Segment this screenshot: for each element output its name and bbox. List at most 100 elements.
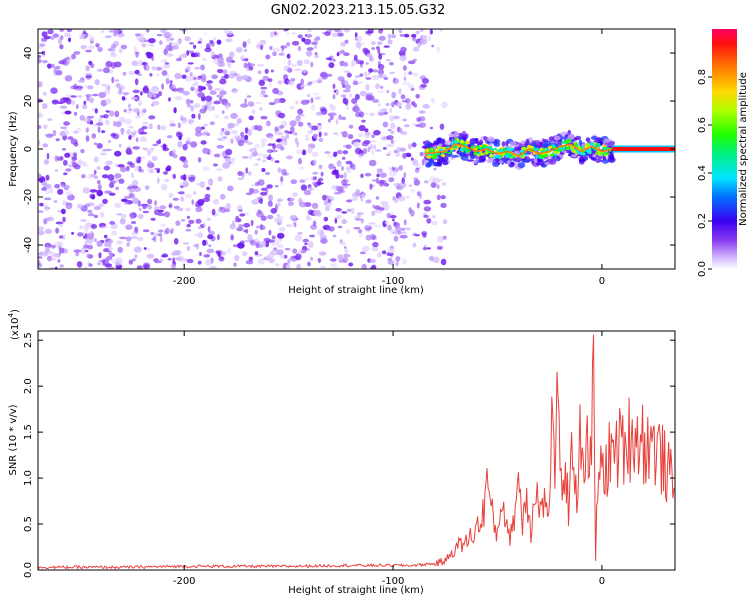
heatmap-noise-blob: [265, 171, 271, 176]
heatmap-noise-blob: [390, 122, 396, 130]
heatmap-noise-blob: [159, 235, 163, 243]
heatmap-noise-blob: [307, 147, 313, 154]
heatmap-noise-blob: [298, 166, 305, 170]
heatmap-signal-halo: [508, 158, 515, 161]
heatmap-noise-blob: [363, 112, 369, 115]
heatmap-noise-blob: [168, 97, 171, 102]
heatmap-noise-blob: [197, 232, 204, 239]
heatmap-noise-blob: [315, 111, 324, 116]
heatmap-noise-blob: [133, 246, 142, 253]
heatmap-noise-blob: [334, 217, 338, 224]
heatmap-noise-blob: [359, 232, 363, 238]
heatmap-noise-blob: [125, 236, 132, 242]
heatmap-signal-halo: [463, 153, 470, 157]
heatmap-noise-blob: [118, 178, 125, 184]
heatmap-noise-blob: [56, 244, 64, 247]
heatmap-noise-blob: [54, 169, 58, 173]
heatmap-noise-blob: [355, 35, 363, 43]
heatmap-signal-halo: [531, 160, 535, 165]
snr-y-tick-label: 1.0: [23, 470, 34, 486]
heatmap-noise-blob: [70, 138, 78, 145]
heatmap-noise-blob: [49, 258, 57, 261]
heatmap-noise-blob: [387, 128, 392, 132]
heatmap-noise-blob: [263, 94, 269, 98]
heatmap-noise-blob: [258, 79, 265, 86]
heatmap-noise-blob: [59, 44, 64, 50]
heatmap-signal-core: [459, 139, 465, 144]
heatmap-noise-blob: [346, 208, 352, 212]
heatmap-noise-blob: [337, 76, 345, 82]
heatmap-noise-blob: [234, 122, 240, 127]
heatmap-noise-blob: [260, 138, 268, 143]
heatmap-noise-blob: [185, 76, 193, 82]
heatmap-noise-blob: [290, 197, 295, 202]
heatmap-noise-blob: [228, 63, 232, 69]
heatmap-noise-blob: [85, 239, 93, 243]
heatmap-noise-blob: [387, 258, 393, 261]
heatmap-noise-blob: [395, 146, 402, 153]
heatmap-noise-blob: [96, 122, 104, 126]
heatmap-noise-blob: [55, 70, 63, 76]
heatmap-signal-core: [454, 148, 459, 150]
heatmap-noise-blob: [176, 207, 184, 212]
heatmap-noise-blob: [372, 74, 379, 81]
heatmap-noise-blob: [296, 149, 303, 155]
heatmap-noise-blob: [107, 174, 115, 181]
heatmap-noise-blob: [254, 251, 259, 256]
heatmap-noise-blob: [109, 180, 117, 184]
heatmap-noise-blob: [148, 115, 156, 120]
heatmap-noise-blob: [249, 187, 254, 194]
heatmap-noise-blob: [401, 227, 406, 231]
heatmap-noise-blob: [375, 83, 380, 90]
heatmap-noise-blob: [156, 140, 161, 145]
heatmap-signal-halo: [595, 158, 601, 164]
heatmap-noise-blob: [119, 236, 127, 240]
heatmap-noise-blob: [38, 81, 43, 88]
heatmap-noise-blob: [299, 179, 306, 183]
heatmap-noise-blob: [138, 100, 142, 107]
heatmap-signal-halo: [488, 143, 493, 147]
heatmap-noise-blob: [404, 227, 412, 231]
heatmap-noise-blob: [283, 74, 288, 81]
heatmap-noise-blob: [359, 251, 366, 255]
heatmap-noise-blob: [149, 170, 154, 174]
heatmap-noise-blob: [284, 248, 291, 251]
heatmap-noise-blob: [128, 135, 132, 140]
heatmap-x-ticks: -200 -100 0: [173, 29, 605, 287]
heatmap-noise-blob: [366, 53, 373, 58]
heatmap-noise-blob: [60, 126, 68, 130]
heatmap-noise-blob: [105, 110, 110, 113]
heatmap-noise-blob: [50, 244, 56, 249]
heatmap-noise-blob: [379, 73, 387, 78]
heatmap-noise-blob: [38, 230, 45, 236]
heatmap-noise-blob: [57, 37, 63, 45]
heatmap-noise-blob: [41, 50, 46, 55]
heatmap-noise-blob: [254, 124, 259, 131]
heatmap-noise-blob: [426, 218, 432, 224]
heatmap-noise-blob: [399, 34, 405, 37]
heatmap-noise-blob: [225, 38, 233, 43]
heatmap-noise-blob: [160, 29, 166, 33]
heatmap-noise-blob: [181, 74, 187, 79]
heatmap-noise-blob: [382, 121, 389, 128]
heatmap-x-tick-label: -200: [173, 276, 196, 287]
heatmap-noise-blob: [266, 149, 274, 154]
heatmap-noise-blob: [411, 33, 417, 38]
snr-multiplier-close: ): [10, 309, 21, 313]
heatmap-noise-blob: [237, 177, 244, 181]
heatmap-noise-blob: [131, 172, 134, 179]
heatmap-signal-core: [530, 145, 535, 148]
heatmap-noise-blob: [192, 191, 197, 195]
heatmap-noise-blob: [268, 83, 272, 87]
heatmap-noise-blob: [244, 134, 249, 140]
heatmap-signal-core: [493, 148, 497, 150]
heatmap-noise-blob: [174, 95, 183, 101]
heatmap-signal-halo: [428, 143, 436, 147]
heatmap-noise-blob: [53, 200, 58, 203]
heatmap-noise-blob: [247, 234, 253, 241]
heatmap-noise-blob: [340, 49, 345, 54]
heatmap-noise-blob: [44, 242, 52, 249]
heatmap-noise-blob: [294, 137, 298, 144]
heatmap-signal-halo: [453, 132, 459, 139]
heatmap-noise-blob: [285, 224, 293, 228]
